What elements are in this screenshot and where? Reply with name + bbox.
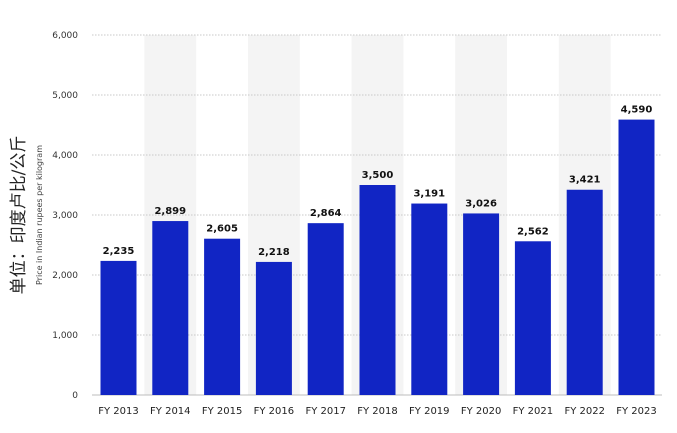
y-tick-label: 3,000	[52, 211, 78, 221]
data-label: 3,500	[362, 170, 394, 181]
x-tick-label: FY 2016	[254, 406, 295, 417]
bar	[255, 261, 292, 395]
x-tick-label: FY 2020	[461, 406, 502, 417]
x-tick-label: FY 2015	[202, 406, 243, 417]
bar	[307, 223, 344, 395]
x-tick-label: FY 2019	[409, 406, 450, 417]
data-label: 2,605	[206, 224, 238, 235]
x-tick-label: FY 2023	[616, 406, 657, 417]
x-tick-label: FY 2017	[305, 406, 346, 417]
y-tick-label: 6,000	[52, 31, 78, 41]
bar	[566, 189, 603, 395]
data-label: 2,235	[103, 246, 135, 257]
x-tick-label: FY 2013	[98, 406, 139, 417]
y-tick-label: 0	[72, 391, 78, 401]
data-label: 4,590	[621, 105, 653, 116]
y-tick-label: 4,000	[52, 151, 78, 161]
y-tick-label: 1,000	[52, 331, 78, 341]
data-label: 3,191	[413, 189, 445, 200]
y-tick-label: 5,000	[52, 91, 78, 101]
data-label: 3,421	[569, 175, 601, 186]
x-tick-label: FY 2018	[357, 406, 398, 417]
bar	[618, 119, 655, 395]
y-tick-label: 2,000	[52, 271, 78, 281]
x-tick-label: FY 2014	[150, 406, 191, 417]
y-axis-title: 单位：印度卢比/公斤	[9, 136, 29, 295]
y-axis-subtitle: Price in Indian rupees per kilogram	[35, 145, 44, 285]
bar	[359, 185, 396, 395]
data-label: 3,026	[465, 198, 497, 209]
bar	[411, 203, 448, 395]
bar	[204, 238, 241, 395]
data-label: 2,218	[258, 247, 290, 258]
bar	[463, 213, 500, 395]
data-label: 2,899	[154, 206, 186, 217]
x-tick-label: FY 2022	[564, 406, 605, 417]
data-label: 2,864	[310, 208, 342, 219]
bar	[152, 221, 189, 395]
data-label: 2,562	[517, 226, 549, 237]
bar	[514, 241, 551, 395]
bar	[100, 260, 137, 395]
x-tick-label: FY 2021	[513, 406, 554, 417]
